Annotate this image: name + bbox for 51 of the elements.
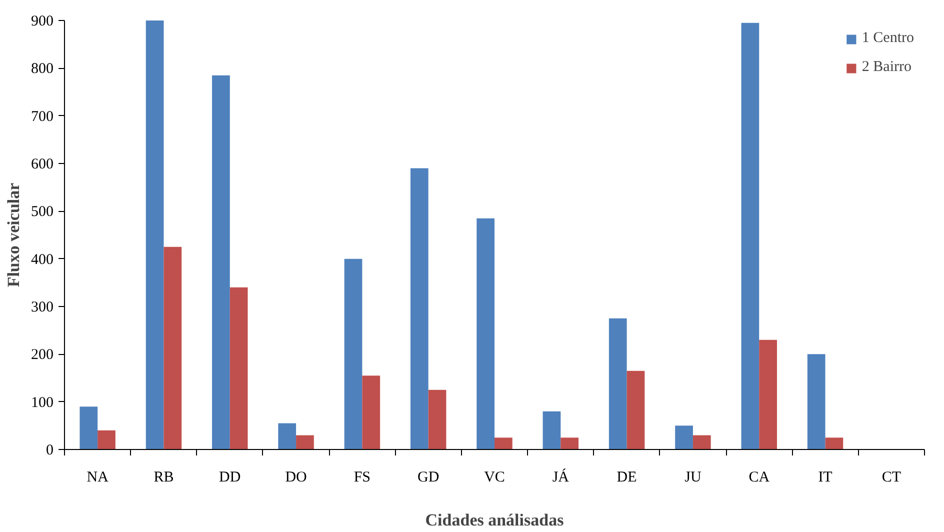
bar: [807, 354, 826, 450]
x-tick-label: DE: [616, 470, 637, 486]
x-tick-label: RB: [154, 470, 174, 486]
bar: [278, 423, 296, 450]
x-tick-label: DD: [219, 470, 241, 486]
y-tick-label: 900: [31, 14, 54, 30]
bar: [675, 426, 693, 450]
bar: [98, 430, 116, 450]
bar: [428, 390, 446, 450]
y-tick-label: 0: [46, 442, 54, 458]
x-tick-label: JU: [684, 470, 702, 486]
bar: [759, 340, 777, 450]
x-tick-label: CA: [748, 470, 770, 486]
bar: [608, 318, 627, 450]
bar: [476, 218, 494, 450]
bar: [825, 438, 844, 450]
bar: [542, 411, 561, 450]
bar: [692, 435, 711, 450]
y-tick-label: 800: [31, 61, 54, 78]
y-tick-label: 600: [31, 156, 54, 172]
bar: [212, 75, 230, 450]
bar: [230, 287, 248, 450]
y-tick-label: 200: [31, 347, 54, 364]
x-axis-title: Cidades análisadas: [425, 510, 564, 530]
bar: [164, 246, 182, 450]
y-tick-label: 100: [31, 394, 54, 411]
y-tick-label: 700: [31, 108, 54, 125]
y-tick-label: 400: [31, 252, 54, 268]
x-tick-label: GD: [418, 470, 440, 486]
y-axis-title: Fluxo veicular: [4, 182, 23, 288]
x-tick-label: NA: [86, 470, 109, 486]
y-tick-label: 300: [31, 300, 54, 316]
x-tick-label: IT: [818, 470, 832, 486]
x-tick-label: FS: [354, 470, 371, 486]
bar: [296, 435, 314, 450]
bar: [626, 370, 645, 450]
bar: [494, 438, 512, 450]
bar: [560, 438, 579, 450]
x-tick-label: VC: [484, 470, 505, 486]
y-tick-label: 500: [31, 204, 54, 220]
bar: [362, 376, 380, 450]
legend-label: 2 Bairro: [862, 59, 912, 76]
bar: [410, 168, 428, 450]
bar: [80, 406, 98, 450]
x-tick-label: JÁ: [552, 468, 570, 486]
legend-label: 1 Centro: [862, 30, 914, 47]
x-tick-label: CT: [882, 470, 902, 486]
bar: [146, 20, 164, 450]
bar: [741, 22, 760, 450]
x-tick-label: DO: [285, 470, 308, 486]
bar: [344, 258, 362, 450]
